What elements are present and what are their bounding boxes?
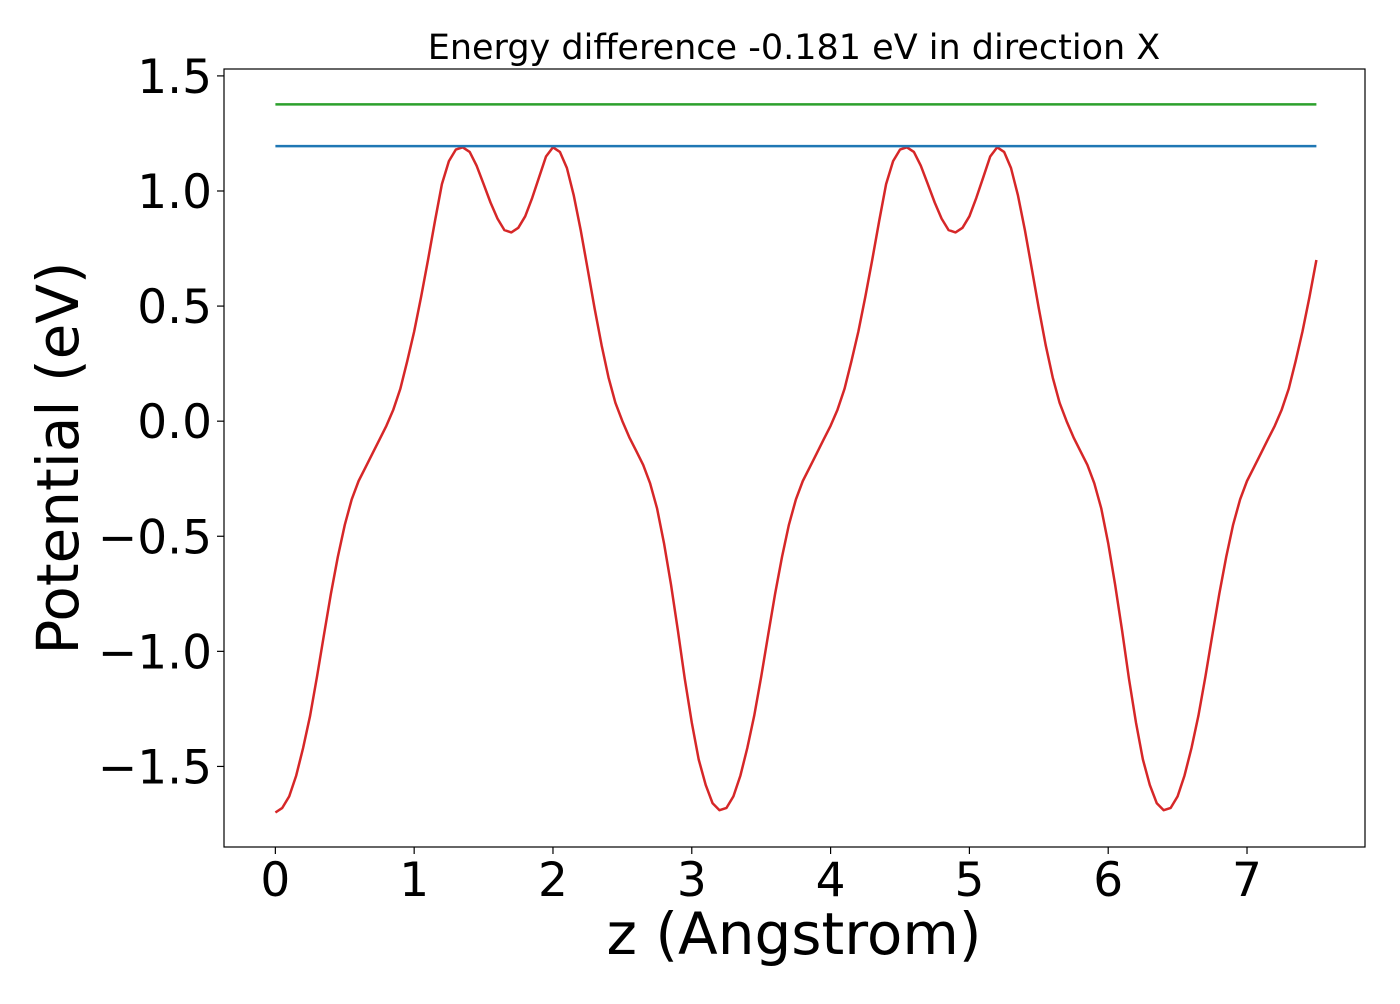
x-tick-label: 6 xyxy=(1093,853,1123,908)
y-tick-label: −0.5 xyxy=(98,510,212,565)
x-tick-label: 5 xyxy=(954,853,984,908)
axes-frame xyxy=(223,68,1366,848)
x-axis-ticks: 0 1 2 3 4 5 6 7 xyxy=(260,847,1262,908)
plot-area xyxy=(274,103,1318,814)
y-tick-label: 1.5 xyxy=(137,50,212,105)
x-axis-label: z (Angstrom) xyxy=(607,900,982,968)
y-tick-label: −1.5 xyxy=(98,740,212,795)
x-tick-label: 1 xyxy=(399,853,429,908)
x-tick-label: 3 xyxy=(677,853,707,908)
x-tick-label: 0 xyxy=(260,853,290,908)
y-tick-label: 0.5 xyxy=(137,280,212,335)
y-axis-label: Potential (eV) xyxy=(24,261,92,654)
x-tick-label: 2 xyxy=(538,853,568,908)
y-tick-label: 1.0 xyxy=(137,165,212,220)
potential-curve xyxy=(274,146,1318,814)
y-tick-label: 0.0 xyxy=(137,395,212,450)
x-tick-label: 4 xyxy=(816,853,846,908)
chart-title: Energy difference -0.181 eV in direction… xyxy=(428,28,1161,68)
y-axis-ticks: −1.5 −1.0 −0.5 0.0 0.5 1.0 1.5 xyxy=(98,50,224,795)
x-tick-label: 7 xyxy=(1232,853,1262,908)
y-tick-label: −1.0 xyxy=(98,625,212,680)
